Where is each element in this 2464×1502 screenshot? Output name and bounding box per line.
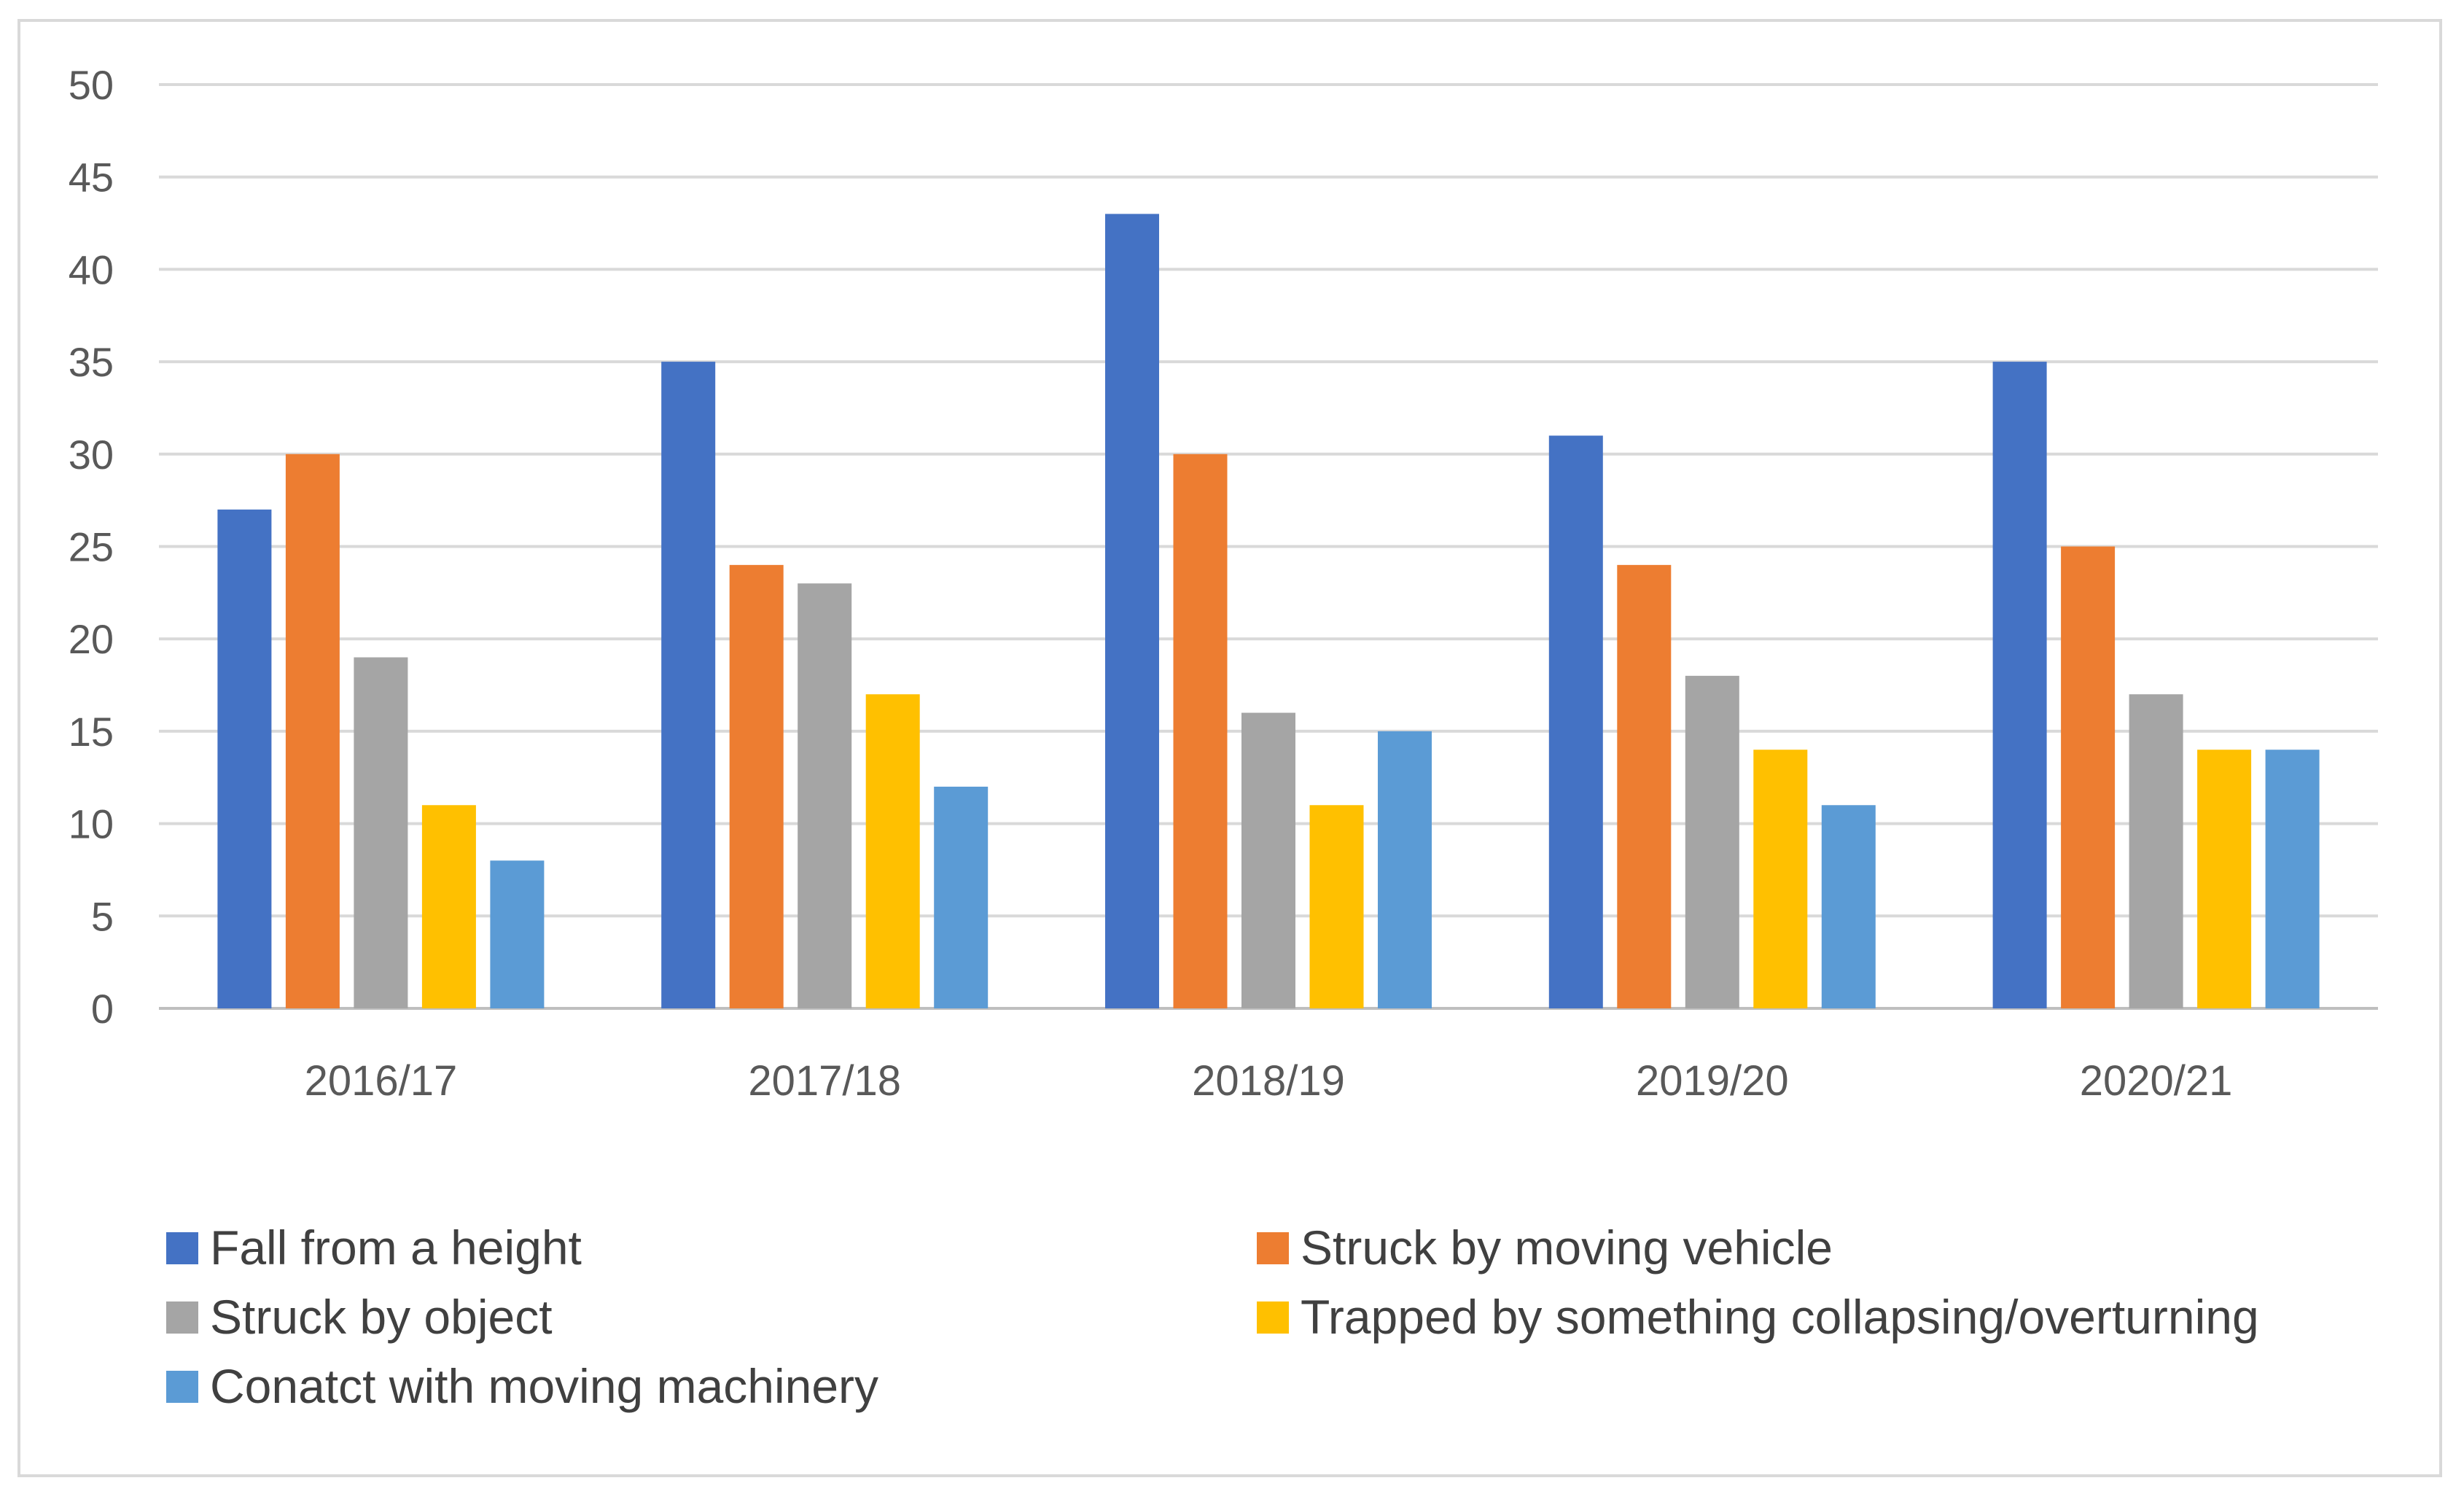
y-tick-label: 50 bbox=[69, 62, 114, 108]
bar bbox=[1309, 805, 1364, 1008]
bar bbox=[798, 583, 852, 1008]
bar bbox=[2265, 750, 2320, 1008]
bar bbox=[354, 657, 408, 1008]
bars bbox=[217, 214, 2320, 1009]
bar bbox=[729, 564, 784, 1008]
bar bbox=[865, 694, 920, 1008]
legend-swatch bbox=[1257, 1232, 1289, 1264]
y-tick-label: 10 bbox=[69, 801, 114, 847]
y-tick-label: 40 bbox=[69, 246, 114, 292]
legend-label: Fall from a height bbox=[210, 1221, 582, 1275]
bar bbox=[1241, 712, 1295, 1008]
bar bbox=[217, 509, 272, 1008]
bar bbox=[1992, 362, 2047, 1009]
y-tick-label: 15 bbox=[69, 709, 114, 755]
legend-swatch bbox=[1257, 1301, 1289, 1334]
legend-label: Conatct with moving machinery bbox=[210, 1359, 878, 1413]
bar bbox=[1617, 564, 1672, 1008]
bar bbox=[1821, 805, 1876, 1008]
x-tick-label: 2019/20 bbox=[1636, 1057, 1789, 1105]
x-axis-ticks: 2016/17 2017/18 2018/19 2019/20 2020/21 bbox=[305, 1057, 2233, 1105]
bar bbox=[285, 454, 340, 1008]
legend-swatch bbox=[166, 1232, 198, 1264]
y-tick-label: 45 bbox=[69, 155, 114, 201]
y-tick-label: 20 bbox=[69, 616, 114, 662]
x-tick-label: 2017/18 bbox=[748, 1057, 901, 1105]
legend-swatch bbox=[166, 1301, 198, 1334]
bar bbox=[1105, 214, 1159, 1008]
y-tick-label: 0 bbox=[91, 986, 114, 1032]
bar bbox=[1685, 675, 1739, 1008]
bar bbox=[1548, 435, 1603, 1008]
bar bbox=[1753, 750, 1808, 1008]
x-tick-label: 2020/21 bbox=[2080, 1057, 2233, 1105]
y-tick-label: 35 bbox=[69, 339, 114, 385]
y-tick-label: 25 bbox=[69, 524, 114, 570]
bar bbox=[490, 860, 545, 1008]
bar bbox=[1378, 731, 1432, 1008]
bar bbox=[1173, 454, 1228, 1008]
bar bbox=[421, 805, 476, 1008]
legend-swatch bbox=[166, 1371, 198, 1403]
legend: Fall from a height Struck by moving vehic… bbox=[166, 1221, 2259, 1413]
legend-label: Struck by object bbox=[210, 1290, 553, 1344]
y-axis-ticks: 0 5 10 15 20 25 30 35 40 45 50 bbox=[69, 62, 114, 1032]
y-tick-label: 30 bbox=[69, 432, 114, 478]
legend-label: Struck by moving vehicle bbox=[1301, 1221, 1833, 1275]
bar bbox=[661, 362, 716, 1009]
x-tick-label: 2016/17 bbox=[305, 1057, 458, 1105]
x-tick-label: 2018/19 bbox=[1192, 1057, 1345, 1105]
bar bbox=[2197, 750, 2252, 1008]
bar bbox=[934, 786, 989, 1008]
y-tick-label: 5 bbox=[91, 893, 114, 939]
legend-label: Trapped by something collapsing/overturn… bbox=[1301, 1290, 2259, 1344]
bar bbox=[2129, 694, 2183, 1008]
bar bbox=[2061, 546, 2116, 1008]
